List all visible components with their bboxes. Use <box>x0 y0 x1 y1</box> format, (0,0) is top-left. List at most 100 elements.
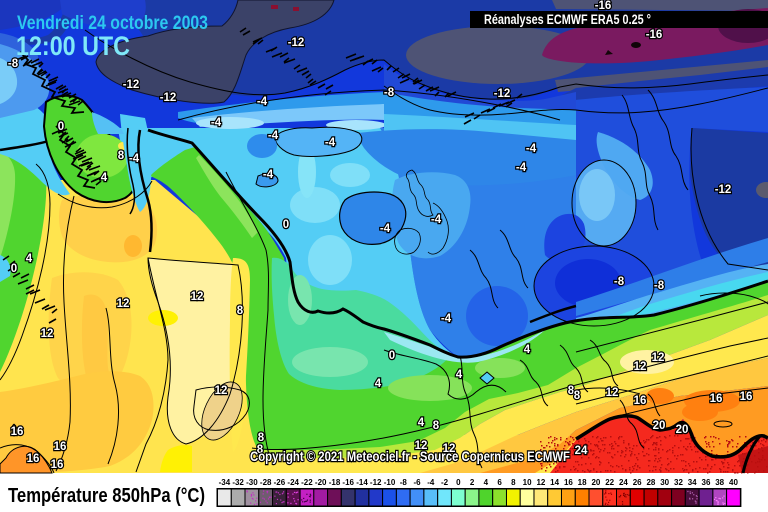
svg-text:Réanalyses ECMWF ERA5 0.25 °: Réanalyses ECMWF ERA5 0.25 ° <box>484 12 651 27</box>
svg-text:-32: -32 <box>232 478 244 487</box>
svg-text:12: 12 <box>443 443 456 455</box>
svg-text:12: 12 <box>117 298 130 310</box>
svg-text:4: 4 <box>101 172 108 184</box>
svg-text:32: 32 <box>674 478 683 487</box>
svg-text:-12: -12 <box>288 37 305 49</box>
svg-text:20: 20 <box>591 478 600 487</box>
svg-text:24: 24 <box>575 445 588 457</box>
svg-text:-8: -8 <box>614 276 625 288</box>
svg-text:-4: -4 <box>129 153 140 165</box>
svg-text:8: 8 <box>237 305 244 317</box>
svg-text:Température 850hPa (°C): Température 850hPa (°C) <box>8 485 205 507</box>
svg-text:4: 4 <box>456 369 463 381</box>
svg-text:0: 0 <box>456 478 461 487</box>
svg-text:16: 16 <box>54 441 67 453</box>
svg-text:-4: -4 <box>427 478 435 487</box>
svg-text:-8: -8 <box>654 280 665 292</box>
svg-text:36: 36 <box>702 478 711 487</box>
svg-text:12: 12 <box>536 478 545 487</box>
svg-text:12:00 UTC: 12:00 UTC <box>16 31 130 61</box>
svg-text:8: 8 <box>568 385 575 397</box>
svg-text:16: 16 <box>11 426 24 438</box>
svg-text:26: 26 <box>633 478 642 487</box>
svg-text:-8: -8 <box>8 58 19 70</box>
svg-text:8: 8 <box>118 150 125 162</box>
svg-text:14: 14 <box>550 478 559 487</box>
svg-text:16: 16 <box>51 459 64 471</box>
svg-text:34: 34 <box>688 478 697 487</box>
svg-text:-12: -12 <box>370 478 382 487</box>
svg-text:-30: -30 <box>246 478 258 487</box>
svg-text:-4: -4 <box>257 96 268 108</box>
svg-text:-12: -12 <box>715 184 732 196</box>
svg-text:0: 0 <box>58 121 64 133</box>
svg-text:16: 16 <box>710 393 723 405</box>
svg-text:-26: -26 <box>274 478 286 487</box>
svg-text:-12: -12 <box>160 92 177 104</box>
svg-text:2: 2 <box>470 478 475 487</box>
svg-text:-22: -22 <box>301 478 313 487</box>
svg-text:12: 12 <box>191 291 204 303</box>
svg-text:-2: -2 <box>441 478 449 487</box>
svg-text:4: 4 <box>484 478 489 487</box>
svg-text:-4: -4 <box>325 137 336 149</box>
svg-text:-6: -6 <box>413 478 421 487</box>
svg-text:6: 6 <box>497 478 502 487</box>
svg-text:38: 38 <box>715 478 724 487</box>
svg-text:-8: -8 <box>384 87 395 99</box>
svg-text:20: 20 <box>653 420 666 432</box>
svg-text:4: 4 <box>524 344 531 356</box>
svg-text:10: 10 <box>523 478 532 487</box>
svg-text:-4: -4 <box>441 313 452 325</box>
svg-text:8: 8 <box>257 444 264 456</box>
svg-text:-34: -34 <box>219 478 231 487</box>
svg-text:-18: -18 <box>329 478 341 487</box>
svg-text:30: 30 <box>660 478 669 487</box>
svg-text:12: 12 <box>652 352 665 364</box>
svg-text:Copyright © 2021 Meteociel.fr: Copyright © 2021 Meteociel.fr - Source C… <box>250 449 570 464</box>
svg-text:12: 12 <box>215 385 228 397</box>
svg-text:Vendredi 24 octobre 2003: Vendredi 24 octobre 2003 <box>17 13 208 34</box>
svg-text:-4: -4 <box>431 214 442 226</box>
svg-text:-4: -4 <box>211 117 222 129</box>
svg-text:4: 4 <box>418 417 425 429</box>
svg-text:22: 22 <box>605 478 614 487</box>
svg-text:12: 12 <box>634 361 647 373</box>
svg-text:-4: -4 <box>268 130 279 142</box>
svg-text:-4: -4 <box>516 162 527 174</box>
svg-text:-4: -4 <box>380 223 391 235</box>
svg-text:0: 0 <box>283 219 289 231</box>
svg-text:-4: -4 <box>526 143 537 155</box>
svg-text:0: 0 <box>11 263 17 275</box>
svg-text:-16: -16 <box>646 29 663 41</box>
svg-text:-8: -8 <box>400 478 408 487</box>
svg-text:4: 4 <box>375 378 382 390</box>
svg-text:-12: -12 <box>494 88 511 100</box>
svg-text:24: 24 <box>619 478 628 487</box>
svg-text:-4: -4 <box>263 169 274 181</box>
svg-text:-16: -16 <box>595 0 612 12</box>
svg-text:0: 0 <box>389 350 395 362</box>
svg-text:-16: -16 <box>342 478 354 487</box>
svg-text:12: 12 <box>415 440 428 452</box>
svg-text:8: 8 <box>258 432 265 444</box>
svg-text:40: 40 <box>729 478 738 487</box>
svg-text:-24: -24 <box>287 478 299 487</box>
svg-text:16: 16 <box>634 395 647 407</box>
svg-text:16: 16 <box>564 478 573 487</box>
svg-text:8: 8 <box>511 478 516 487</box>
svg-text:12: 12 <box>606 387 619 399</box>
svg-text:16: 16 <box>27 453 40 465</box>
svg-text:-10: -10 <box>384 478 396 487</box>
svg-text:12: 12 <box>41 328 54 340</box>
svg-text:-28: -28 <box>260 478 272 487</box>
svg-text:16: 16 <box>740 391 753 403</box>
svg-text:28: 28 <box>646 478 655 487</box>
svg-text:18: 18 <box>578 478 587 487</box>
svg-text:-12: -12 <box>123 79 140 91</box>
svg-text:4: 4 <box>26 253 33 265</box>
svg-text:20: 20 <box>676 424 689 436</box>
svg-text:-20: -20 <box>315 478 327 487</box>
svg-text:8: 8 <box>574 390 581 402</box>
svg-text:8: 8 <box>433 420 440 432</box>
